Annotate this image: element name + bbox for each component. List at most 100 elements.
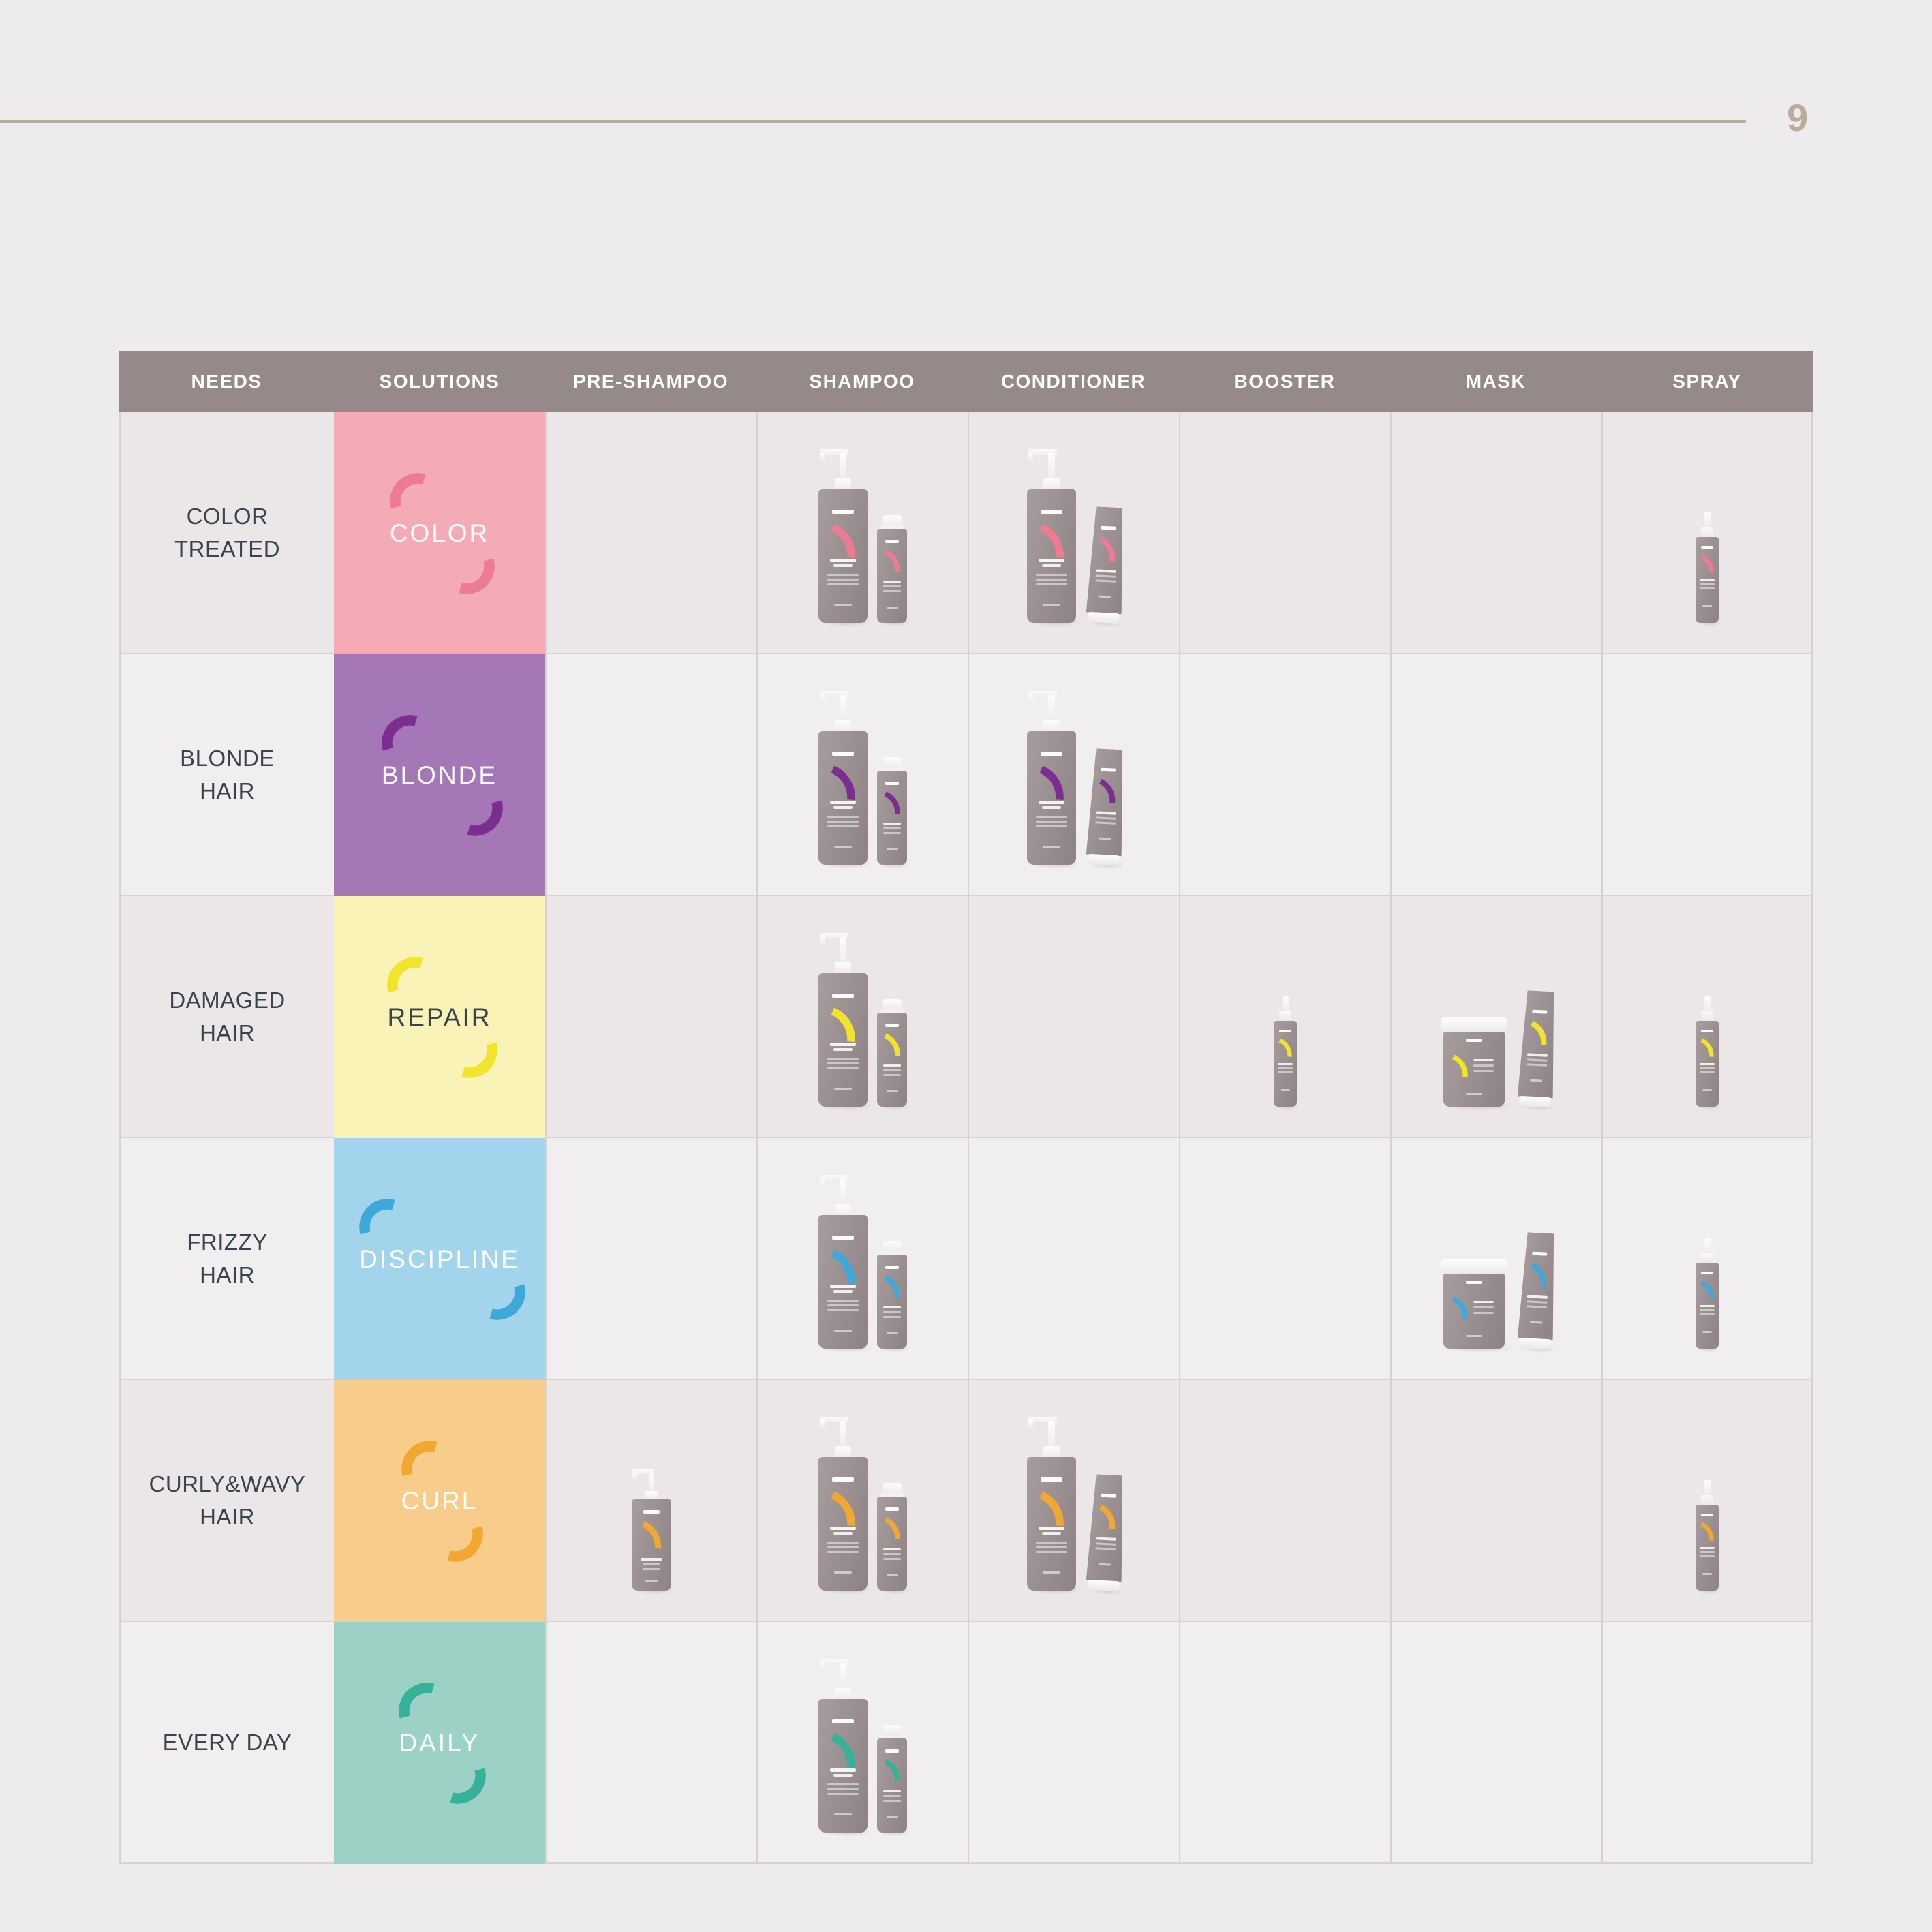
bottle-body bbox=[818, 731, 868, 865]
pump-arm bbox=[820, 691, 848, 696]
brand-mark bbox=[1701, 546, 1713, 549]
label-line bbox=[1473, 1064, 1494, 1067]
label-swoosh-icon bbox=[831, 765, 855, 800]
label-line bbox=[827, 816, 859, 818]
label-line bbox=[1039, 801, 1064, 804]
spray-nozzle-head bbox=[1701, 1011, 1713, 1021]
tube-cap bbox=[1519, 1095, 1551, 1108]
pump-spout bbox=[820, 1420, 825, 1428]
pump-stem bbox=[649, 1473, 654, 1492]
swatch-arc-icon bbox=[359, 1198, 395, 1234]
bottle-body bbox=[818, 1457, 868, 1591]
label-swoosh-icon bbox=[831, 523, 855, 558]
bottle-body bbox=[1027, 1457, 1076, 1591]
label-swoosh-icon bbox=[1096, 778, 1116, 806]
label-line bbox=[1281, 1089, 1290, 1091]
swatch-arc-icon bbox=[489, 1284, 525, 1320]
label-line bbox=[1096, 574, 1116, 578]
product-pump-bottle-large bbox=[816, 688, 891, 871]
header-cell-needs: NEEDS bbox=[119, 351, 334, 412]
tube-cap bbox=[1088, 853, 1120, 866]
label-swoosh-icon bbox=[884, 1759, 900, 1782]
solution-swatch: BLONDE bbox=[334, 654, 545, 896]
cell-spray bbox=[1601, 1138, 1813, 1380]
label-line bbox=[1043, 604, 1060, 606]
product-spray-bottle bbox=[1694, 1480, 1730, 1597]
label-line bbox=[1278, 1071, 1293, 1073]
bottle-body bbox=[1086, 506, 1127, 615]
product-tube bbox=[1086, 506, 1127, 624]
brand-mark bbox=[832, 510, 854, 514]
label-line bbox=[1036, 574, 1067, 576]
product-bottle-small bbox=[876, 999, 921, 1113]
label-line bbox=[1095, 821, 1116, 825]
spray-nozzle-tip bbox=[1704, 1238, 1711, 1253]
product-tube bbox=[1086, 1474, 1127, 1592]
cell-spray bbox=[1601, 896, 1813, 1138]
pump-arm bbox=[820, 1175, 848, 1180]
product-tube bbox=[1086, 748, 1127, 866]
label-swoosh-icon bbox=[641, 1521, 662, 1549]
product-tube bbox=[1517, 1232, 1559, 1350]
bottle-body bbox=[877, 1255, 907, 1349]
label-line bbox=[1099, 838, 1111, 840]
label-line bbox=[1036, 1546, 1067, 1548]
product-jar bbox=[1438, 1017, 1539, 1113]
label-line bbox=[1036, 821, 1067, 823]
cell-shampoo bbox=[756, 412, 968, 654]
label-line bbox=[1043, 1571, 1060, 1574]
cell-conditioner bbox=[968, 654, 1179, 896]
label-line bbox=[827, 1300, 859, 1302]
label-line bbox=[834, 1813, 852, 1815]
label-line bbox=[833, 1048, 853, 1051]
pump-spout bbox=[632, 1473, 637, 1479]
pump-spout bbox=[820, 1662, 825, 1670]
label-line bbox=[1527, 1063, 1547, 1067]
bottle-lip bbox=[880, 1251, 904, 1255]
cell-pre-shampoo bbox=[545, 1380, 756, 1622]
label-line bbox=[1036, 579, 1067, 581]
cell-booster bbox=[1179, 896, 1390, 1138]
pump-arm bbox=[820, 449, 848, 455]
label-swoosh-icon bbox=[1700, 554, 1714, 573]
cell-pre-shampoo bbox=[545, 654, 756, 896]
label-line bbox=[834, 846, 852, 848]
pump-stem bbox=[1048, 453, 1055, 480]
solution-swatch-art: DAILY bbox=[399, 1682, 486, 1804]
label-swoosh-icon bbox=[1700, 1522, 1714, 1541]
cell-spray bbox=[1601, 1622, 1813, 1864]
cell-conditioner bbox=[968, 1138, 1179, 1380]
label-swoosh-icon bbox=[1452, 1054, 1468, 1077]
cell-mask bbox=[1390, 896, 1601, 1138]
brand-mark bbox=[885, 1507, 899, 1511]
label-swoosh-icon bbox=[831, 1249, 855, 1284]
label-line bbox=[834, 1330, 852, 1332]
label-line bbox=[827, 574, 859, 576]
brand-mark bbox=[643, 1510, 660, 1514]
cell-mask bbox=[1390, 412, 1601, 654]
bottle-body bbox=[1027, 731, 1076, 865]
label-line bbox=[1702, 605, 1712, 607]
label-line bbox=[1700, 1555, 1715, 1557]
pump-collar bbox=[645, 1491, 658, 1499]
bottle-body bbox=[877, 771, 907, 865]
brand-mark bbox=[1466, 1039, 1482, 1042]
product-pump-bottle-large bbox=[1025, 1413, 1099, 1597]
pump-collar bbox=[835, 1446, 851, 1457]
cell-pre-shampoo bbox=[545, 1138, 756, 1380]
brand-mark bbox=[1041, 752, 1062, 756]
pump-collar bbox=[835, 478, 851, 489]
product-pump-bottle-large bbox=[816, 930, 891, 1113]
needs-cell: BLONDE HAIR bbox=[119, 654, 334, 896]
label-line bbox=[1700, 1313, 1715, 1315]
bottle-body bbox=[877, 1738, 907, 1833]
label-line bbox=[830, 1768, 856, 1772]
label-line bbox=[1036, 583, 1067, 585]
cell-booster bbox=[1179, 654, 1390, 896]
brand-mark bbox=[885, 782, 899, 785]
bottle-lip bbox=[880, 1009, 904, 1013]
cell-booster bbox=[1179, 1138, 1390, 1380]
pump-arm bbox=[1028, 449, 1057, 455]
header-cell-spray: SPRAY bbox=[1601, 351, 1813, 412]
label-line bbox=[883, 1074, 901, 1076]
